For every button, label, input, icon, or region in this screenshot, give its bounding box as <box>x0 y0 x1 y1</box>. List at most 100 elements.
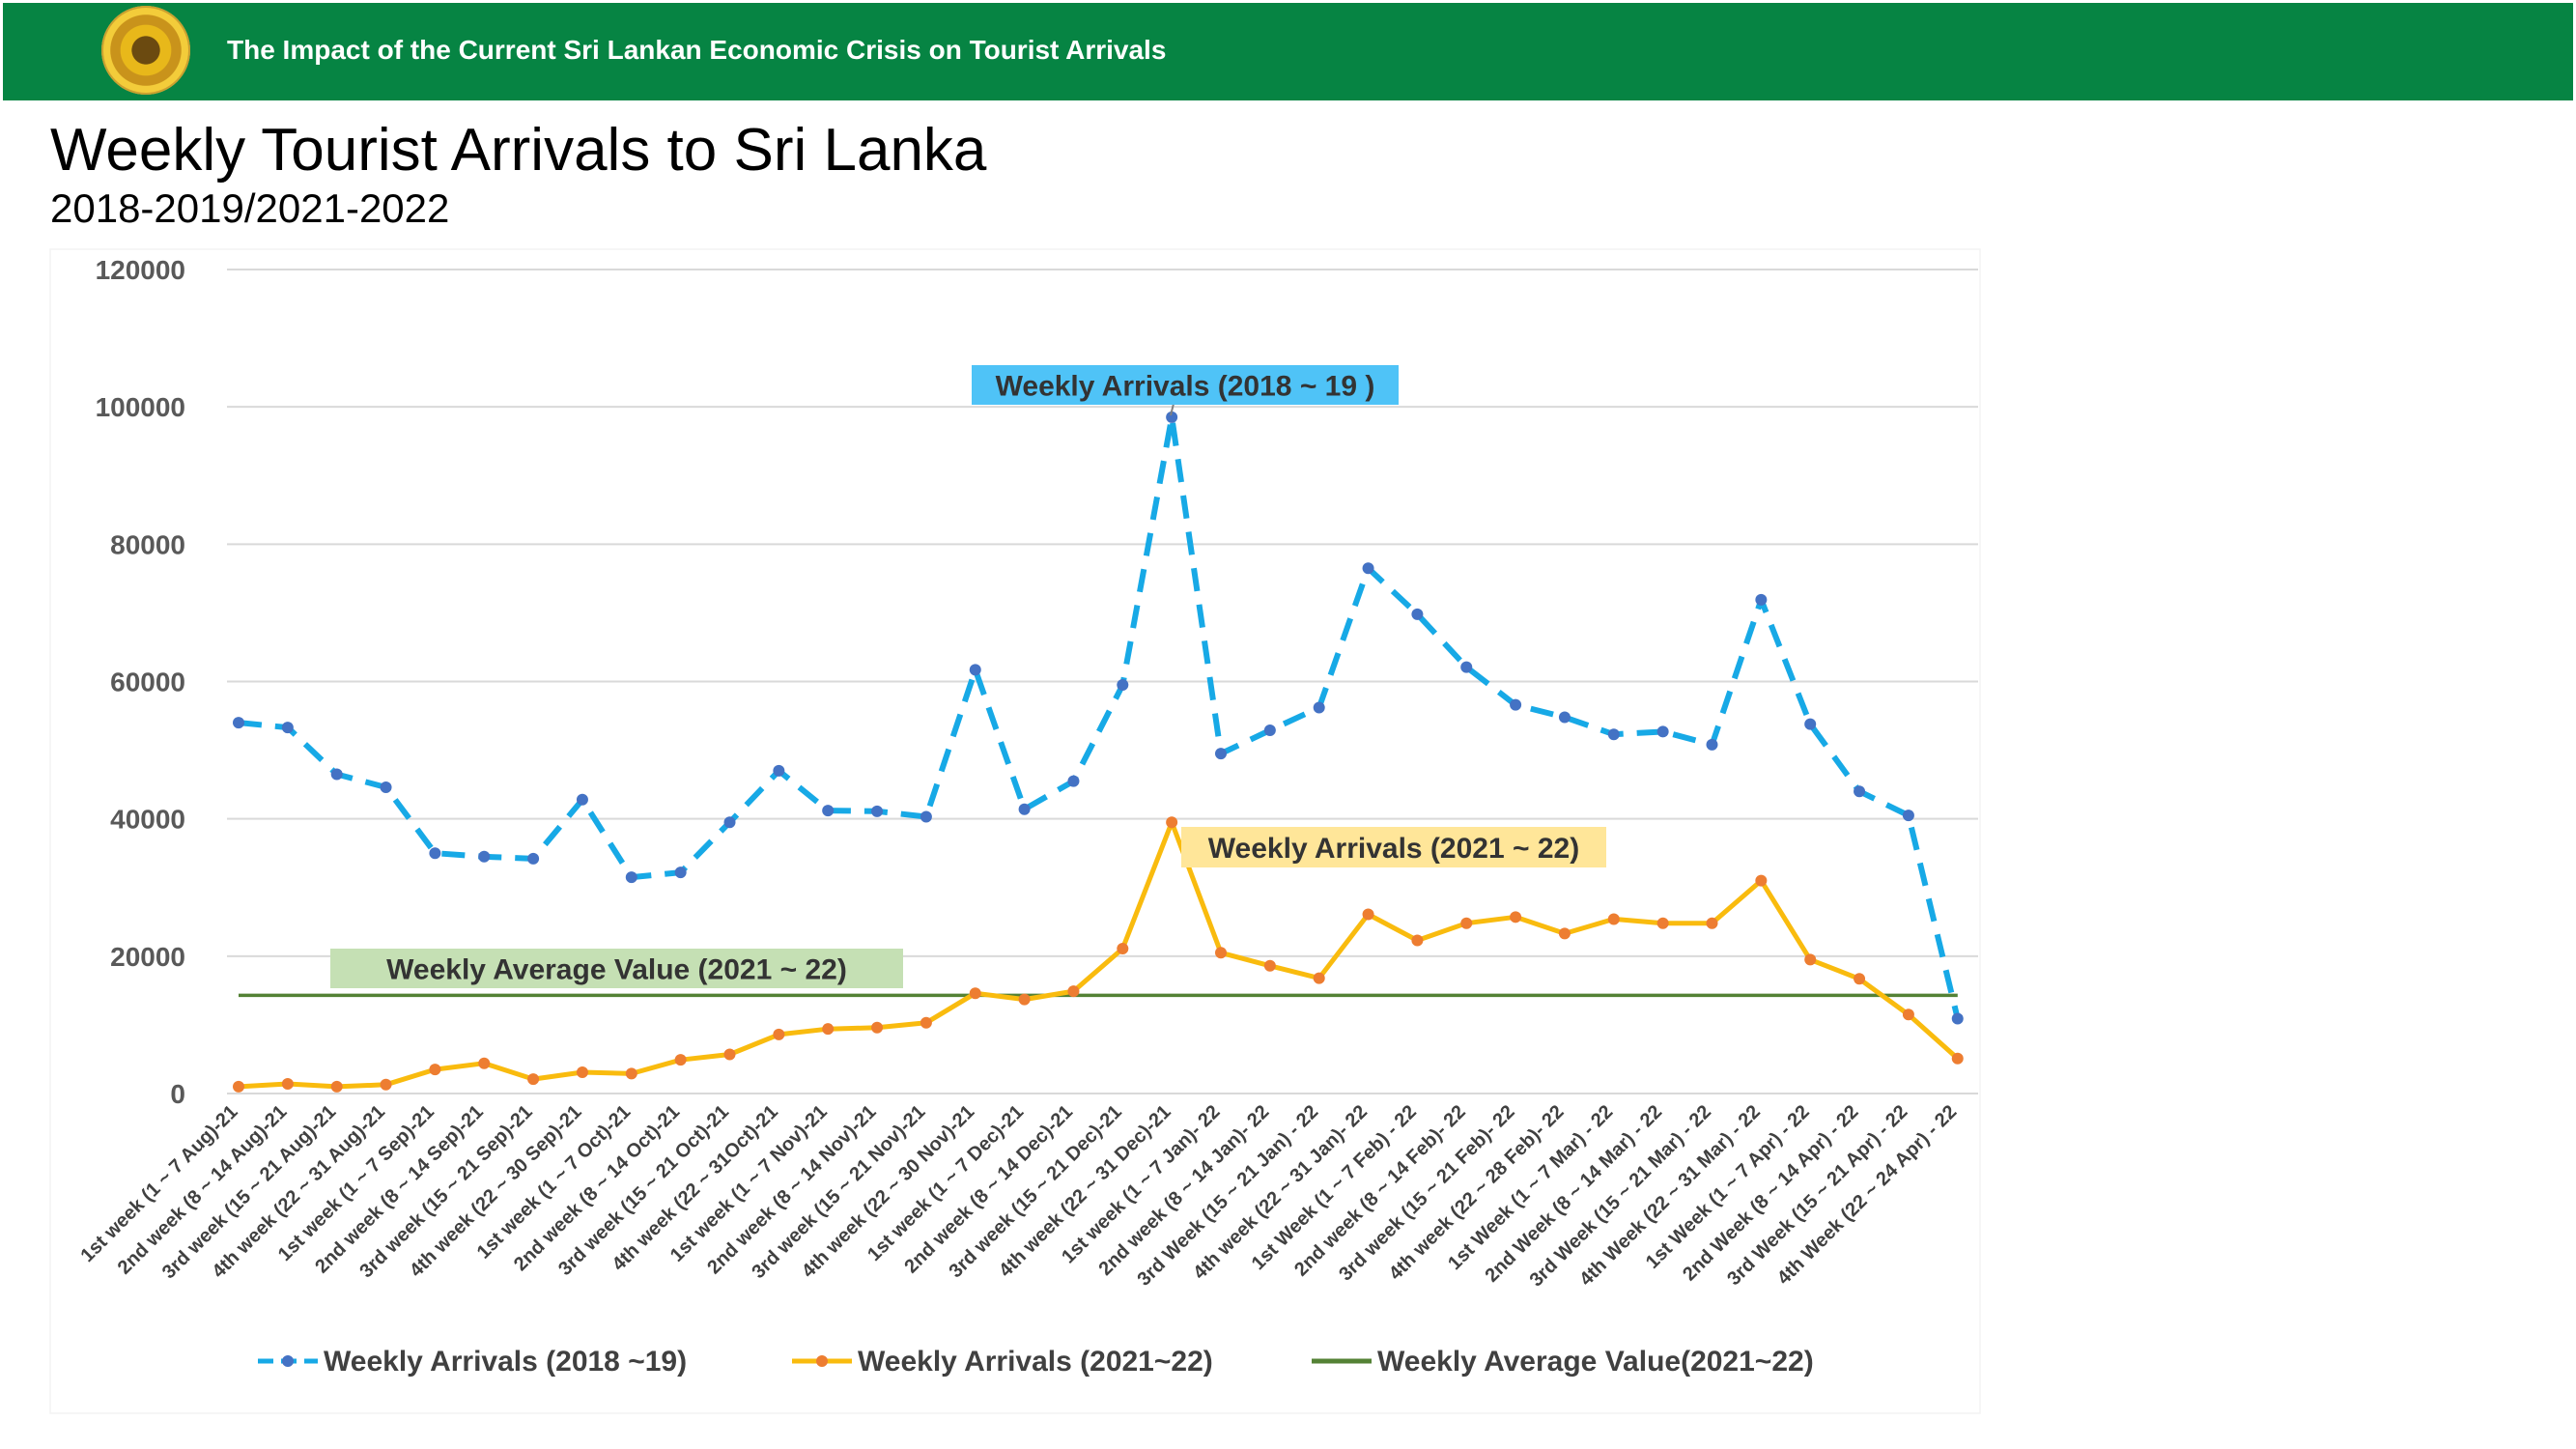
data-point-2018-19 <box>478 850 491 863</box>
data-point-2021-22 <box>1263 959 1276 972</box>
data-point-2018-19 <box>1755 593 1768 606</box>
legend-2018-19-label: Weekly Arrivals (2018 ~19) <box>324 1346 687 1378</box>
data-point-2021-22 <box>1510 911 1522 923</box>
callout-average-box <box>330 949 903 988</box>
y-tick-label: 80000 <box>110 529 185 559</box>
data-point-2018-19 <box>674 867 687 879</box>
data-point-2018-19 <box>1607 728 1620 741</box>
y-tick-label: 60000 <box>110 668 185 697</box>
y-tick-label: 120000 <box>96 255 185 285</box>
data-point-2021-22 <box>1607 913 1620 925</box>
data-point-2018-19 <box>527 852 540 865</box>
data-point-2018-19 <box>920 810 932 823</box>
legend-average-label: Weekly Average Value(2021~22) <box>1377 1346 1814 1378</box>
data-point-2018-19 <box>1263 724 1276 736</box>
data-point-2018-19 <box>1215 748 1227 760</box>
data-point-2018-19 <box>1117 679 1129 692</box>
data-point-2021-22 <box>1018 993 1031 1006</box>
page-subtitle: 2018-2019/2021-2022 <box>50 185 450 231</box>
legend-2021-22-label: Weekly Arrivals (2021~22) <box>858 1346 1213 1378</box>
data-point-2018-19 <box>871 805 884 817</box>
y-tick-label: 100000 <box>96 392 185 422</box>
series-line-2021-22 <box>238 819 1960 1090</box>
data-point-2021-22 <box>822 1023 835 1036</box>
data-point-2018-19 <box>1313 701 1325 714</box>
data-point-2018-19 <box>1951 1012 1964 1025</box>
data-point-2018-19 <box>1804 718 1817 730</box>
data-point-2018-19 <box>723 816 736 829</box>
y-tick-label: 20000 <box>110 942 185 972</box>
data-point-2021-22 <box>233 1080 244 1093</box>
plot-frame <box>49 248 1981 1414</box>
data-point-2018-19 <box>1166 411 1178 423</box>
data-point-2021-22 <box>1804 953 1817 966</box>
callout-2021-22-label: Weekly Arrivals (2021 ~ 22) <box>1208 833 1579 865</box>
data-point-2021-22 <box>920 1016 932 1029</box>
data-point-2021-22 <box>1460 917 1473 929</box>
data-point-2021-22 <box>1117 943 1129 955</box>
data-point-2018-19 <box>1656 725 1669 738</box>
data-point-2018-19 <box>1460 661 1473 673</box>
callout-2018-19-leader <box>1170 403 1175 416</box>
data-point-2021-22 <box>1362 908 1374 921</box>
data-point-2018-19 <box>1510 698 1522 711</box>
data-point-2018-19 <box>773 764 785 777</box>
callout-2021-22-box <box>1181 827 1606 867</box>
data-point-2021-22 <box>429 1064 441 1076</box>
data-point-2021-22 <box>1854 973 1866 985</box>
header-bar <box>3 3 2573 100</box>
data-point-2021-22 <box>330 1080 343 1093</box>
data-point-2021-22 <box>625 1067 637 1080</box>
data-point-2018-19 <box>1362 562 1374 575</box>
data-point-2018-19 <box>1854 785 1866 798</box>
data-point-2021-22 <box>773 1028 785 1040</box>
data-point-2018-19 <box>233 717 244 729</box>
data-point-2021-22 <box>1951 1052 1964 1065</box>
data-point-2018-19 <box>1706 738 1718 751</box>
data-point-2021-22 <box>380 1078 392 1091</box>
data-point-2018-19 <box>1018 803 1031 815</box>
data-point-2021-22 <box>1411 934 1424 947</box>
y-tick-label: 0 <box>170 1079 185 1109</box>
data-point-2021-22 <box>1656 917 1669 929</box>
data-point-2021-22 <box>527 1073 540 1086</box>
data-point-2021-22 <box>1558 927 1571 940</box>
data-point-2018-19 <box>1902 810 1914 822</box>
data-point-2021-22 <box>674 1054 687 1066</box>
data-point-2021-22 <box>1706 917 1718 929</box>
data-point-2021-22 <box>871 1021 884 1034</box>
data-point-2021-22 <box>1755 874 1768 887</box>
data-point-2018-19 <box>969 664 981 676</box>
data-point-2018-19 <box>1558 711 1571 724</box>
data-point-2018-19 <box>625 871 637 884</box>
data-point-2021-22 <box>723 1048 736 1061</box>
data-point-2021-22 <box>576 1065 588 1078</box>
data-point-2018-19 <box>1067 775 1080 787</box>
data-point-2021-22 <box>281 1078 294 1091</box>
header-title: The Impact of the Current Sri Lankan Eco… <box>227 35 1167 65</box>
data-point-2018-19 <box>822 805 835 817</box>
data-point-2018-19 <box>281 722 294 734</box>
legend-2018-19-marker <box>282 1355 294 1367</box>
x-tick-label: 4th Week (22 ~ 24 Apr) - 22 <box>1773 1101 1961 1289</box>
central-bank-seal-icon <box>101 6 190 95</box>
data-point-2021-22 <box>1215 947 1227 959</box>
data-point-2021-22 <box>1902 1009 1914 1021</box>
x-tick-label: 3rd Week (15 ~ 21 Apr) - 22 <box>1723 1101 1911 1290</box>
page-title: Weekly Tourist Arrivals to Sri Lanka <box>50 117 987 184</box>
data-point-2018-19 <box>1411 608 1424 620</box>
series-line-2018-19 <box>238 413 1961 1020</box>
data-point-2018-19 <box>380 781 392 793</box>
data-point-2021-22 <box>1067 985 1080 998</box>
callout-2018-19-box <box>972 365 1399 405</box>
data-point-2018-19 <box>576 793 588 806</box>
data-point-2021-22 <box>1166 816 1178 829</box>
y-tick-label: 40000 <box>110 805 185 835</box>
data-point-2021-22 <box>969 987 981 1000</box>
data-point-2018-19 <box>429 847 441 860</box>
callout-average-label: Weekly Average Value (2021 ~ 22) <box>386 954 847 986</box>
legend-2021-22-marker <box>816 1355 828 1367</box>
data-point-2018-19 <box>330 768 343 781</box>
callout-2018-19-label: Weekly Arrivals (2018 ~ 19 ) <box>996 371 1375 403</box>
